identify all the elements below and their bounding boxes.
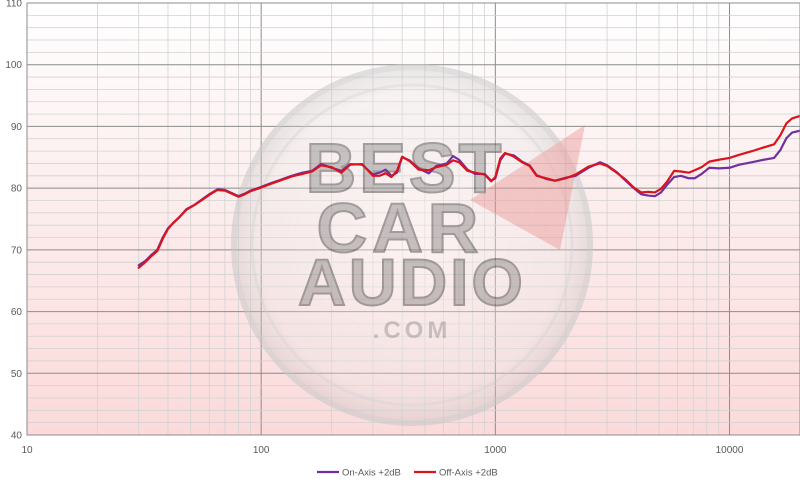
y-tick-label: 70 — [11, 245, 23, 256]
y-tick-label: 40 — [11, 431, 23, 442]
series-line-2 — [137, 114, 800, 269]
y-tick-label: 80 — [11, 184, 23, 195]
legend-label-1: On-Axis +2dB — [342, 468, 401, 478]
legend-label-2: Off-Axis +2dB — [439, 468, 498, 478]
series-lines — [137, 114, 800, 269]
watermark-red-swoosh — [470, 125, 585, 250]
watermark-logo: BEST CAR AUDIO .COM — [231, 64, 593, 426]
watermark-text-line2: CAR — [317, 189, 484, 267]
axis-tick-labels: 10 100 1000 10000 40 50 60 70 80 90 100 110 — [5, 0, 744, 456]
y-tick-label: 90 — [11, 122, 23, 133]
x-tick-label: 10 — [21, 445, 33, 456]
y-tick-label: 60 — [11, 307, 23, 318]
x-tick-label: 100 — [253, 445, 270, 456]
y-tick-label: 110 — [6, 0, 22, 10]
watermark-disc — [231, 64, 593, 426]
x-tick-label: 10000 — [716, 445, 744, 456]
watermark-disc-ring — [250, 83, 574, 407]
y-tick-label: 50 — [11, 369, 23, 380]
y-tick-label: 100 — [5, 60, 22, 71]
x-tick-label: 1000 — [484, 445, 507, 456]
plot-border — [26, 2, 800, 436]
watermark-text-line3: AUDIO — [298, 245, 526, 319]
watermark-text-line4: .COM — [373, 317, 452, 344]
legend: On-Axis +2dB Off-Axis +2dB — [317, 468, 498, 479]
watermark-text-line1: BEST — [306, 129, 505, 207]
